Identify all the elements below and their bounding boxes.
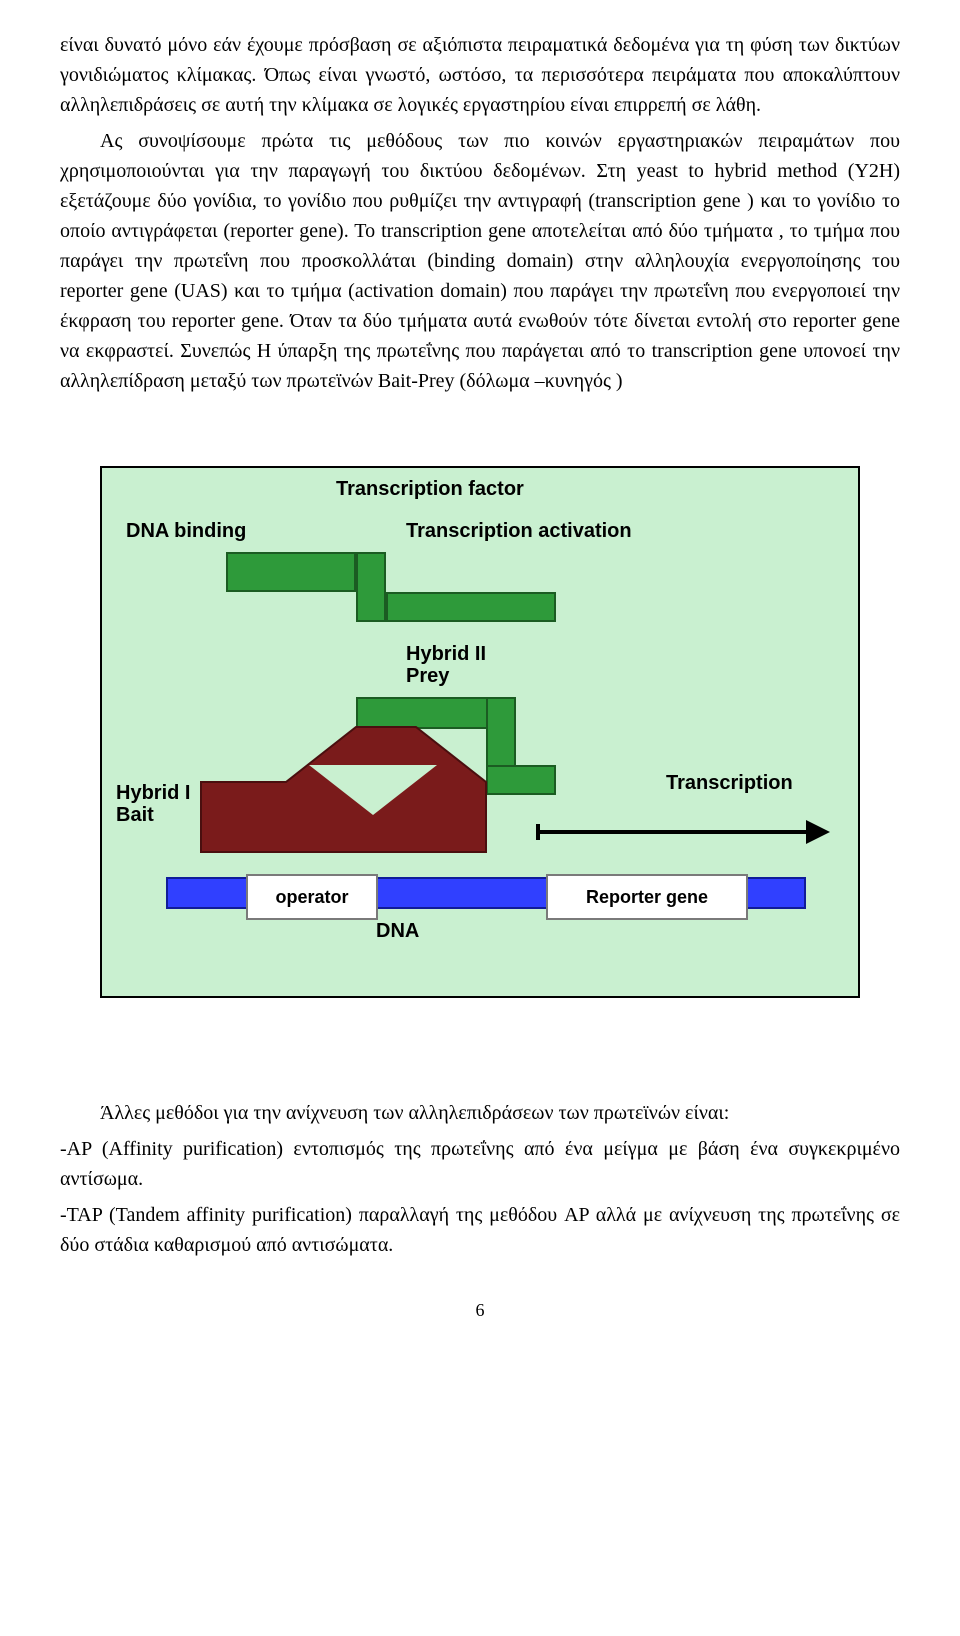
green-step-vertical [356,552,386,622]
label-dna: DNA [376,920,419,943]
label-bait: Bait [116,804,154,827]
footer-p3: -TAP (Tandem affinity purification) παρα… [60,1200,900,1260]
green-dna-binding-box [226,552,356,592]
page-number: 6 [60,1300,900,1321]
y2h-diagram: Transcription factor DNA binding Transcr… [100,466,860,998]
paragraph-2: Ας συνοψίσουμε πρώτα τις μεθόδους των πι… [60,126,900,396]
footer-p1: Άλλες μεθόδοι για την ανίχνευση των αλλη… [60,1098,900,1128]
footer-text: Άλλες μεθόδοι για την ανίχνευση των αλλη… [60,1098,900,1260]
arrow-line [536,830,806,834]
operator-box: operator [246,874,378,920]
label-transcription-factor: Transcription factor [336,478,524,501]
maroon-bait-shape [201,727,501,887]
body-text: είναι δυνατό μόνο εάν έχουμε πρόσβαση σε… [60,30,900,396]
label-prey: Prey [406,664,449,688]
footer-p2: -AP (Affinity purification) εντοπισμός τ… [60,1134,900,1194]
label-hybrid2: Hybrid II [406,642,486,666]
label-dna-binding: DNA binding [126,520,246,543]
label-transcription: Transcription [666,772,793,795]
paragraph-1: είναι δυνατό μόνο εάν έχουμε πρόσβαση σε… [60,30,900,120]
reporter-gene-box: Reporter gene [546,874,748,920]
label-transcription-activation: Transcription activation [406,520,632,543]
green-step-horizontal [386,592,556,622]
arrow-head-icon [806,820,830,844]
label-hybrid1: Hybrid I [116,782,190,805]
